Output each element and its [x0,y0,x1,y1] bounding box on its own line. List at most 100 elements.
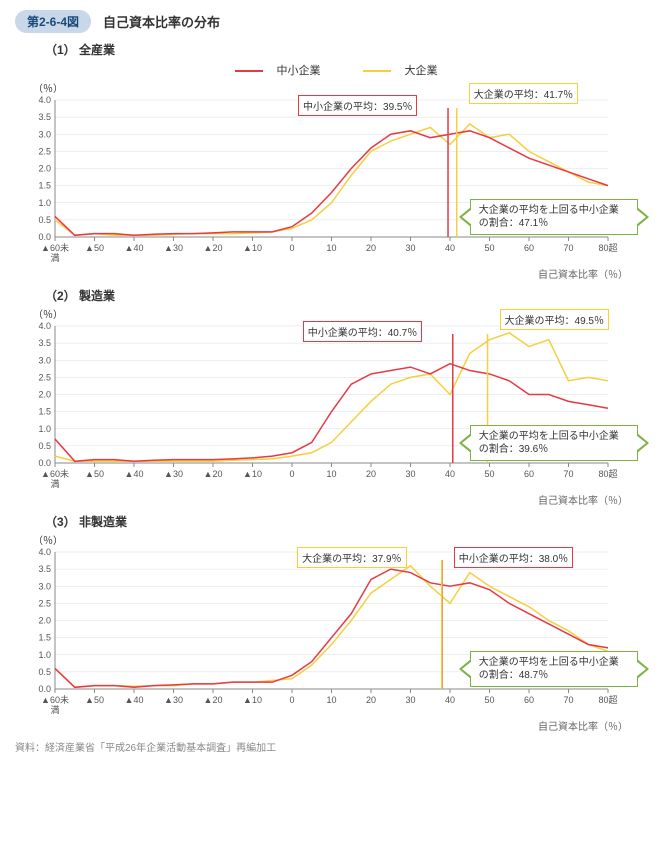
sme-avg-callout: 中小企業の平均：38.0％ [454,547,573,568]
svg-text:40: 40 [445,243,455,253]
svg-text:60: 60 [524,469,534,479]
svg-text:80超: 80超 [598,694,617,705]
share-callout: 大企業の平均を上回る中小企業の割合：48.7％ [470,651,638,687]
svg-text:30: 30 [405,469,415,479]
y-axis-label: （％） [33,532,643,547]
svg-text:満: 満 [50,253,59,263]
svg-text:20: 20 [366,243,376,253]
x-axis-label: 自己資本比率（％） [15,492,628,507]
svg-text:3.0: 3.0 [38,355,51,365]
svg-text:20: 20 [366,469,376,479]
svg-text:2.0: 2.0 [38,164,51,174]
svg-text:40: 40 [445,695,455,705]
svg-text:50: 50 [484,695,494,705]
svg-text:▲30: ▲30 [164,469,183,479]
svg-text:0.5: 0.5 [38,215,51,225]
svg-text:10: 10 [326,469,336,479]
svg-text:0.0: 0.0 [38,458,51,468]
legend: 中小企業大企業 [15,62,643,78]
svg-text:70: 70 [563,243,573,253]
svg-text:▲10: ▲10 [243,243,262,253]
large-avg-callout: 大企業の平均：37.9％ [297,547,406,568]
chart-panel: （3） 非製造業 （％） 0.0 0.5 1.0 1.5 2.0 2.5 3.0 3.5 4.0 ▲6… [15,513,643,733]
svg-text:70: 70 [563,469,573,479]
svg-text:▲40: ▲40 [125,243,144,253]
panel-title: （2） 製造業 [45,287,643,304]
svg-text:▲50: ▲50 [85,243,104,253]
figure-header: 第2-6-4図 自己資本比率の分布 [15,10,643,33]
svg-text:10: 10 [326,695,336,705]
x-axis-label: 自己資本比率（％） [15,266,628,281]
svg-text:10: 10 [326,243,336,253]
svg-text:4.0: 4.0 [38,95,51,105]
svg-text:80超: 80超 [598,468,617,479]
svg-text:3.5: 3.5 [38,112,51,122]
chart-panel: （2） 製造業（％）0.00.51.01.52.02.53.03.54.0▲60… [15,287,643,507]
svg-text:1.5: 1.5 [38,633,51,643]
svg-text:1.0: 1.0 [38,650,51,660]
chart-area: 0.00.51.01.52.02.53.03.54.0▲60未満▲50▲40▲3… [15,95,643,268]
svg-text:1.0: 1.0 [38,424,51,434]
svg-text:0: 0 [289,243,294,253]
svg-text:▲20: ▲20 [204,243,223,253]
chart-svg: 0.00.51.01.52.02.53.03.54.0▲60未満▲50▲40▲3… [15,547,623,717]
chart-panel: （1） 全産業中小企業大企業（％）0.00.51.01.52.02.53.03.… [15,41,643,281]
panel-title: （3） 非製造業 [45,513,643,530]
svg-text:2.0: 2.0 [38,390,51,400]
svg-text:▲20: ▲20 [204,469,223,479]
svg-text:50: 50 [484,469,494,479]
svg-text:80超: 80超 [598,242,617,253]
svg-text:60: 60 [524,243,534,253]
x-axis-label: 自己資本比率（％） [15,718,628,733]
svg-text:30: 30 [405,243,415,253]
source-note: 資料：経済産業省「平成26年企業活動基本調査」再編加工 [15,739,643,754]
svg-text:0.5: 0.5 [38,667,51,677]
svg-text:1.5: 1.5 [38,181,51,191]
svg-text:1.0: 1.0 [38,198,51,208]
svg-text:▲20: ▲20 [204,695,223,705]
svg-text:▲30: ▲30 [164,243,183,253]
sme-avg-callout: 中小企業の平均：40.7％ [303,321,422,342]
svg-text:70: 70 [563,695,573,705]
chart-area: 0.00.51.01.52.02.53.03.54.0▲60未満▲50▲40▲3… [15,321,643,494]
chart-area: 0.00.51.01.52.02.53.03.54.0▲60未満▲50▲40▲3… [15,547,643,720]
svg-text:▲10: ▲10 [243,469,262,479]
svg-text:▲40: ▲40 [125,469,144,479]
svg-text:▲30: ▲30 [164,695,183,705]
svg-text:0: 0 [289,469,294,479]
svg-text:0.5: 0.5 [38,441,51,451]
svg-text:▲40: ▲40 [125,695,144,705]
svg-text:▲60未: ▲60未 [41,468,69,479]
figure-title: 自己資本比率の分布 [103,12,220,31]
svg-text:▲50: ▲50 [85,695,104,705]
svg-text:満: 満 [50,479,59,489]
chart-svg: 0.00.51.01.52.02.53.03.54.0▲60未満▲50▲40▲3… [15,95,623,265]
svg-text:3.5: 3.5 [38,564,51,574]
sme-avg-callout: 中小企業の平均：39.5％ [298,95,417,116]
svg-text:3.0: 3.0 [38,581,51,591]
chart-svg: 0.00.51.01.52.02.53.03.54.0▲60未満▲50▲40▲3… [15,321,623,491]
svg-text:60: 60 [524,695,534,705]
panel-title: （1） 全産業 [45,41,643,58]
svg-text:2.5: 2.5 [38,598,51,608]
svg-text:▲10: ▲10 [243,695,262,705]
svg-text:2.5: 2.5 [38,372,51,382]
share-callout: 大企業の平均を上回る中小企業の割合：39.6％ [470,425,638,461]
svg-text:1.5: 1.5 [38,407,51,417]
svg-text:20: 20 [366,695,376,705]
svg-text:0.0: 0.0 [38,684,51,694]
svg-text:2.0: 2.0 [38,616,51,626]
large-avg-callout: 大企業の平均：41.7％ [469,83,578,104]
svg-text:3.5: 3.5 [38,338,51,348]
svg-text:2.5: 2.5 [38,146,51,156]
svg-text:▲60未: ▲60未 [41,242,69,253]
figure-tag: 第2-6-4図 [15,10,91,33]
svg-text:30: 30 [405,695,415,705]
svg-text:▲50: ▲50 [85,469,104,479]
svg-text:▲60未: ▲60未 [41,694,69,705]
svg-text:4.0: 4.0 [38,547,51,557]
svg-text:50: 50 [484,243,494,253]
svg-text:0: 0 [289,695,294,705]
svg-text:40: 40 [445,469,455,479]
svg-text:3.0: 3.0 [38,129,51,139]
